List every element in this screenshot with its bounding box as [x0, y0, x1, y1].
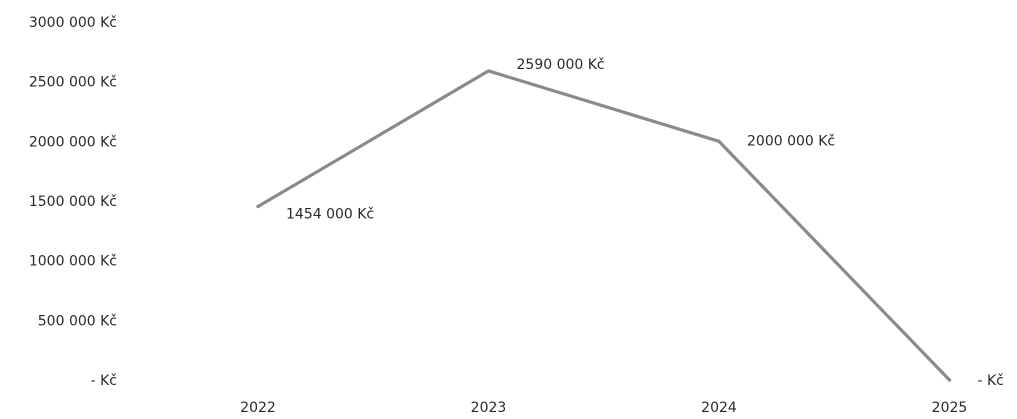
data-point — [487, 69, 490, 72]
x-axis-labels: 2022 2023 2024 2025 — [240, 400, 967, 416]
data-label: 2590 000 Kč — [517, 57, 605, 73]
data-point — [948, 378, 951, 381]
data-label: 2000 000 Kč — [747, 133, 835, 149]
y-tick-label: 2500 000 Kč — [29, 75, 117, 91]
x-tick-label: 2025 — [932, 400, 968, 416]
y-tick-label: - Kč — [91, 373, 117, 389]
x-tick-label: 2023 — [471, 400, 507, 416]
x-tick-label: 2024 — [701, 400, 737, 416]
data-point — [256, 205, 259, 208]
y-tick-label: 1000 000 Kč — [29, 254, 117, 270]
y-tick-label: 2000 000 Kč — [29, 134, 117, 150]
data-point — [717, 140, 720, 143]
x-tick-label: 2022 — [240, 400, 276, 416]
y-tick-label: 500 000 Kč — [38, 313, 117, 329]
y-tick-label: 1500 000 Kč — [29, 194, 117, 210]
data-label: 1454 000 Kč — [286, 206, 374, 222]
data-labels: 1454 000 Kč 2590 000 Kč 2000 000 Kč - Kč — [286, 57, 1004, 389]
series-line — [258, 71, 950, 380]
y-axis-labels: 3000 000 Kč 2500 000 Kč 2000 000 Kč 1500 00… — [29, 15, 117, 389]
series-lines — [256, 69, 951, 381]
data-label: - Kč — [978, 373, 1004, 389]
y-tick-label: 3000 000 Kč — [29, 15, 117, 31]
